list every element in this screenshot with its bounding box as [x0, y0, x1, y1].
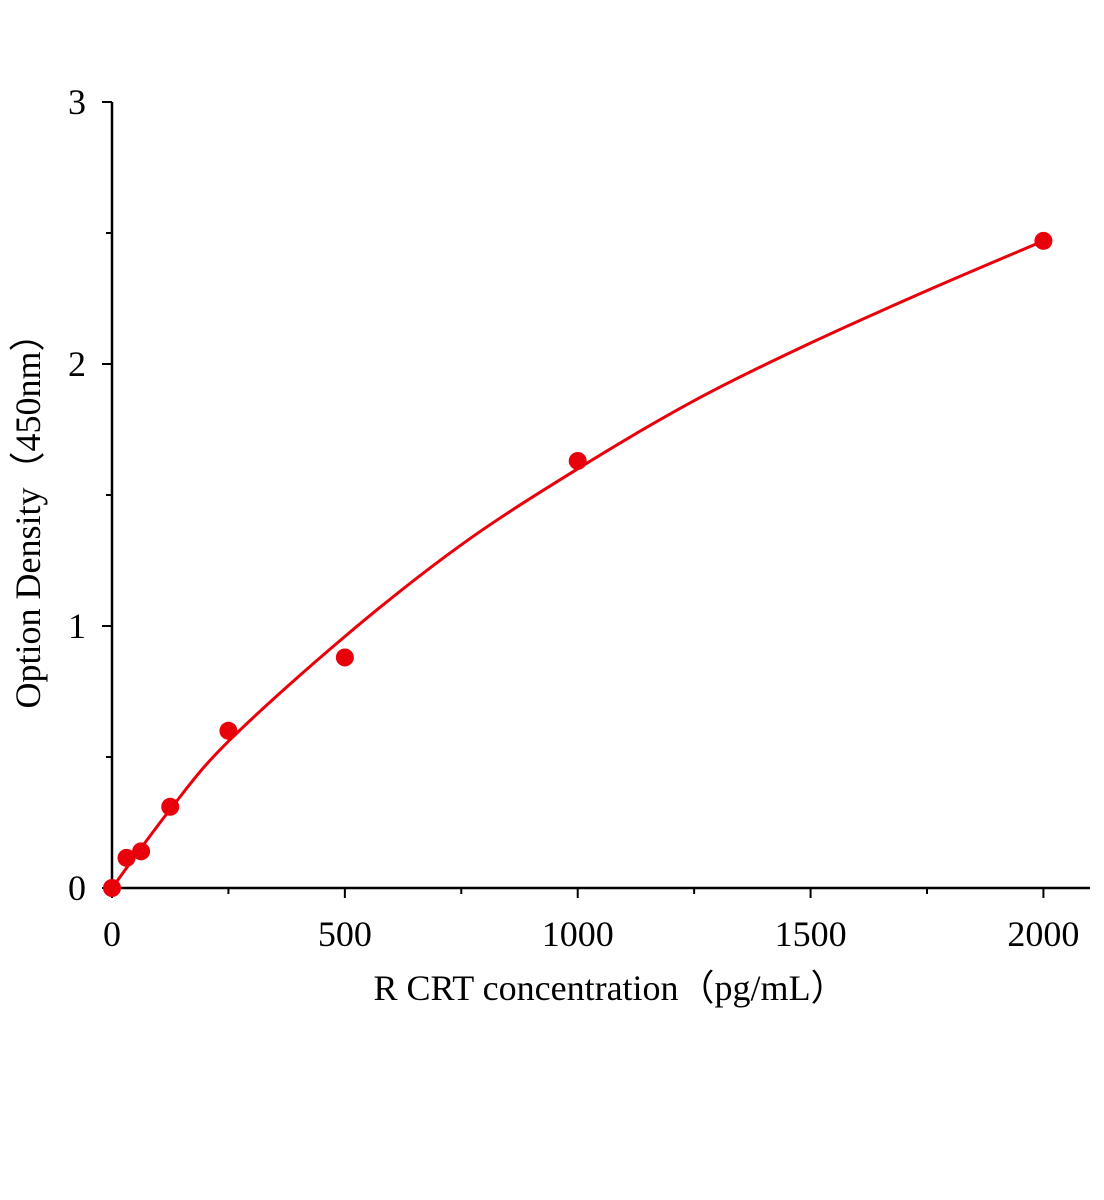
- y-tick-label: 1: [68, 606, 86, 646]
- x-tick-label: 500: [318, 914, 372, 954]
- y-tick-label: 3: [68, 82, 86, 122]
- x-tick-label: 1000: [542, 914, 614, 954]
- data-point: [335, 648, 354, 667]
- data-point: [1034, 231, 1053, 250]
- y-tick-label: 0: [68, 868, 86, 908]
- x-tick-label: 1500: [775, 914, 847, 954]
- x-tick-label: 0: [103, 914, 121, 954]
- x-axis-title: R CRT concentration（pg/mL）: [373, 968, 846, 1008]
- y-axis-title: Option Density（450nm）: [8, 316, 48, 709]
- x-tick-label: 2000: [1007, 914, 1079, 954]
- fit-curve: [110, 239, 1045, 889]
- y-tick-label: 2: [68, 344, 86, 384]
